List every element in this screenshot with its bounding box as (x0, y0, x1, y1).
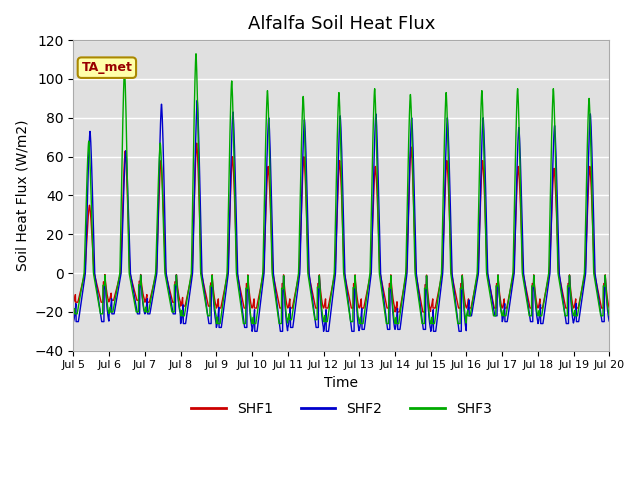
SHF3 (212, 321, 220, 326)
Line: SHF3: SHF3 (74, 54, 609, 324)
SHF3 (220, 298, 227, 303)
SHF2 (357, 314, 365, 320)
SHF1 (605, 305, 613, 311)
SHF3 (357, 321, 365, 326)
SHF3 (559, 297, 566, 302)
SHF1 (369, 224, 376, 229)
SHF1 (497, 302, 505, 308)
Legend: SHF1, SHF2, SHF3: SHF1, SHF2, SHF3 (186, 396, 497, 421)
SHF2 (497, 309, 505, 315)
SHF2 (369, 213, 376, 219)
Line: SHF2: SHF2 (74, 100, 609, 331)
SHF2 (70, 319, 77, 324)
SHF2 (573, 319, 581, 324)
SHF1 (391, 309, 399, 315)
SHF2 (248, 328, 256, 334)
SHF1 (220, 294, 227, 300)
SHF1 (70, 300, 77, 305)
SHF2 (605, 318, 613, 324)
SHF1 (357, 300, 365, 305)
SHF1 (559, 288, 566, 294)
Title: Alfalfa Soil Heat Flux: Alfalfa Soil Heat Flux (248, 15, 435, 33)
Y-axis label: Soil Heat Flux (W/m2): Soil Heat Flux (W/m2) (15, 120, 29, 271)
SHF3 (369, 145, 376, 151)
SHF2 (220, 312, 227, 317)
SHF1 (193, 140, 200, 146)
Line: SHF1: SHF1 (74, 143, 609, 312)
SHF3 (605, 312, 613, 318)
SHF2 (193, 97, 201, 103)
SHF3 (497, 309, 505, 315)
SHF3 (573, 313, 581, 319)
Text: TA_met: TA_met (81, 61, 132, 74)
SHF3 (70, 311, 77, 317)
SHF2 (559, 292, 566, 298)
SHF1 (573, 305, 581, 311)
SHF3 (192, 51, 200, 57)
X-axis label: Time: Time (324, 376, 358, 390)
